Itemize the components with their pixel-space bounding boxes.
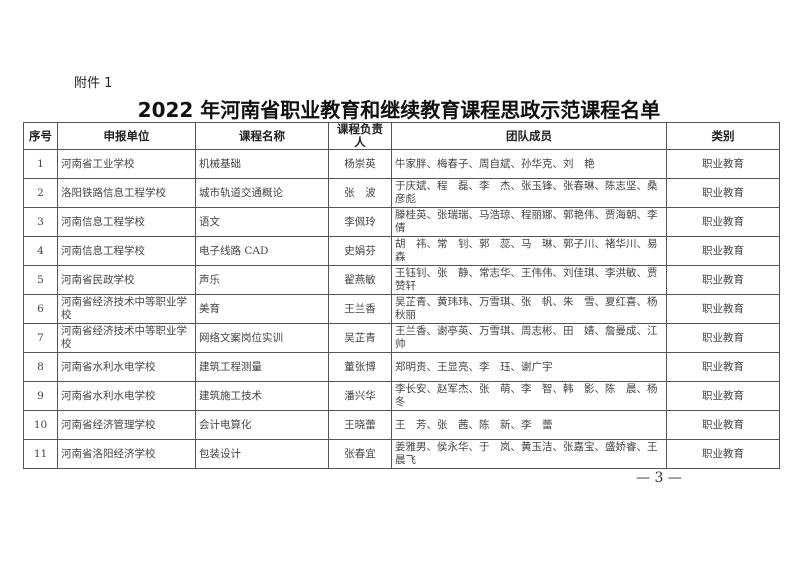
cell-unit: 河南省洛阳经济学校 xyxy=(57,439,196,469)
cell-index: 2 xyxy=(23,178,58,208)
cell-leader: 李佩玲 xyxy=(328,207,392,237)
cell-unit: 河南省水利水电学校 xyxy=(57,352,196,382)
cell-index: 4 xyxy=(23,236,58,266)
cell-category: 职业教育 xyxy=(666,352,780,382)
cell-leader: 王晓蕾 xyxy=(328,410,392,440)
cell-course: 网络文案岗位实训 xyxy=(195,323,329,353)
cell-category: 职业教育 xyxy=(666,323,780,353)
table-header-row: 序号 申报单位 课程名称 课程负责人 团队成员 类别 xyxy=(23,122,780,150)
cell-leader: 史娟芬 xyxy=(328,236,392,266)
cell-leader: 潘兴华 xyxy=(328,381,392,411)
cell-unit: 洛阳铁路信息工程学校 xyxy=(57,178,196,208)
cell-course: 声乐 xyxy=(195,265,329,295)
cell-leader: 张春宜 xyxy=(328,439,392,469)
cell-team: 王 芳、张 茜、陈 新、李 蕾 xyxy=(391,410,667,440)
cell-course: 机械基础 xyxy=(195,149,329,179)
cell-index: 10 xyxy=(23,410,58,440)
table-row: 10 河南省经济管理学校 会计电算化 王晓蕾王 芳、张 茜、陈 新、李 蕾职业教育 xyxy=(23,410,780,440)
cell-team: 王钰钊、张 静、常志华、王伟伟、刘佳琪、李洪敏、贾赞轩 xyxy=(391,265,667,295)
cell-course: 美育 xyxy=(195,294,329,324)
cell-course: 会计电算化 xyxy=(195,410,329,440)
page-number: — 3 — xyxy=(636,470,682,486)
cell-index: 5 xyxy=(23,265,58,295)
document-title: 2022 年河南省职业教育和继续教育课程思政示范课程名单 xyxy=(137,98,661,122)
table-row: 7 河南省经济技术中等职业学校 网络文案岗位实训 吴芷青 王兰香、谢亭英、万雪琪、周志彬… xyxy=(23,323,780,353)
cell-team: 于庆斌、程 磊、李 杰、张玉锋、张春琳、陈志坚、桑彦彪 xyxy=(391,178,667,208)
cell-course: 建筑工程测量 xyxy=(195,352,329,382)
cell-course: 电子线路 CAD xyxy=(195,236,329,266)
cell-unit: 河南省经济技术中等职业学校 xyxy=(57,323,196,353)
cell-category: 职业教育 xyxy=(666,294,780,324)
course-list-table: 序号 申报单位 课程名称 课程负责人 团队成员 类别 1 河南省工业学校 机械基础 杨崇英 牛家胖… xyxy=(23,122,780,469)
cell-unit: 河南省经济技术中等职业学校 xyxy=(57,294,196,324)
cell-unit: 河南省民政学校 xyxy=(57,265,196,295)
cell-index: 6 xyxy=(23,294,58,324)
header-team: 团队成员 xyxy=(391,122,667,150)
table-row: 3 河南信息工程学校 语文 李佩玲 滕桂英、张瑞瑞、马浩琼、程丽娜、郭艳伟、贾海朝、李 … xyxy=(23,207,780,237)
cell-team: 吴芷青、黄玮玮、万雪琪、张 帆、朱 雪、夏红喜、杨秋丽 xyxy=(391,294,667,324)
cell-category: 职业教育 xyxy=(666,439,780,469)
cell-team: 滕桂英、张瑞瑞、马浩琼、程丽娜、郭艳伟、贾海朝、李 倩 xyxy=(391,207,668,237)
cell-course: 语文 xyxy=(195,207,329,237)
cell-course: 城市轨道交通概论 xyxy=(195,178,329,208)
cell-team: 牛家胖、梅春子、周自斌、孙华克、刘 艳 xyxy=(391,149,667,179)
table-row: 5 河南省民政学校 声乐 翟燕敏 王钰钊、张 静、常志华、王伟伟、刘佳琪、李洪敏、贾赞轩… xyxy=(23,265,780,295)
cell-team: 胡 祎、常 钊、郭 蕊、马 琳、郭子川、褚华川、易 森 xyxy=(391,236,668,266)
cell-team: 王兰香、谢亭英、万雪琪、周志彬、田 婧、詹曼成、江 帅 xyxy=(391,323,668,353)
table-row: 11 河南省洛阳经济学校 包装设计 张春宜 姜雅男、侯永华、于 岚、黄玉洁、张嘉宝、盛娇… xyxy=(23,439,780,469)
cell-unit: 河南信息工程学校 xyxy=(57,207,196,237)
cell-category: 职业教育 xyxy=(666,265,780,295)
header-leader: 课程负责人 xyxy=(328,122,392,150)
cell-course: 建筑施工技术 xyxy=(195,381,329,411)
table-row: 1 河南省工业学校 机械基础 杨崇英 牛家胖、梅春子、周自斌、孙华克、刘 艳职业教育 xyxy=(23,149,780,179)
cell-index: 9 xyxy=(23,381,58,411)
cell-index: 7 xyxy=(23,323,58,353)
cell-course: 包装设计 xyxy=(195,439,329,469)
table-row: 8 河南省水利水电学校 建筑工程测量 董张博 郑明贵、王显亮、李 珏、谢广宇 职业教育 xyxy=(23,352,780,382)
header-course: 课程名称 xyxy=(195,122,329,150)
table-row: 4 河南信息工程学校 电子线路 CAD 史娟芬胡 祎、常 钊、郭 蕊、马 琳、郭子川、… xyxy=(23,236,780,266)
cell-category: 职业教育 xyxy=(666,381,780,411)
cell-category: 职业教育 xyxy=(666,149,780,179)
cell-leader: 吴芷青 xyxy=(328,323,392,353)
cell-category: 职业教育 xyxy=(666,410,780,440)
header-index: 序号 xyxy=(23,122,58,150)
cell-index: 3 xyxy=(23,207,58,237)
table-row: 2 洛阳铁路信息工程学校 城市轨道交通概论张 波于庆斌、程 磊、李 杰、张玉锋、张春… xyxy=(23,178,780,208)
cell-team: 姜雅男、侯永华、于 岚、黄玉洁、张嘉宝、盛娇睿、王晨飞 xyxy=(391,439,667,469)
table-row: 6 河南省经济技术中等职业学校 美育 王兰香 吴芷青、黄玮玮、万雪琪、张 帆、朱 雪、夏… xyxy=(23,294,780,324)
cell-category: 职业教育 xyxy=(666,236,780,266)
table-row: 9 河南省水利水电学校 建筑施工技术 潘兴华 李长安、赵军杰、张 萌、李 智、韩 影、陈… xyxy=(23,381,780,411)
cell-leader: 张 波 xyxy=(328,178,392,208)
cell-unit: 河南省水利水电学校 xyxy=(57,381,196,411)
cell-index: 1 xyxy=(23,149,58,179)
attachment-label: 附件 1 xyxy=(74,76,113,91)
cell-leader: 王兰香 xyxy=(328,294,392,324)
cell-team: 李长安、赵军杰、张 萌、李 智、韩 影、陈 晨、杨 冬 xyxy=(391,381,668,411)
cell-category: 职业教育 xyxy=(666,178,780,208)
cell-team: 郑明贵、王显亮、李 珏、谢广宇 xyxy=(391,352,667,382)
header-unit: 申报单位 xyxy=(57,122,196,150)
cell-category: 职业教育 xyxy=(666,207,780,237)
cell-leader: 翟燕敏 xyxy=(328,265,392,295)
cell-leader: 董张博 xyxy=(328,352,392,382)
cell-index: 11 xyxy=(23,439,58,469)
cell-unit: 河南省工业学校 xyxy=(57,149,196,179)
cell-leader: 杨崇英 xyxy=(328,149,392,179)
header-category: 类别 xyxy=(666,122,780,150)
cell-unit: 河南省经济管理学校 xyxy=(57,410,196,440)
cell-index: 8 xyxy=(23,352,58,382)
cell-unit: 河南信息工程学校 xyxy=(57,236,196,266)
